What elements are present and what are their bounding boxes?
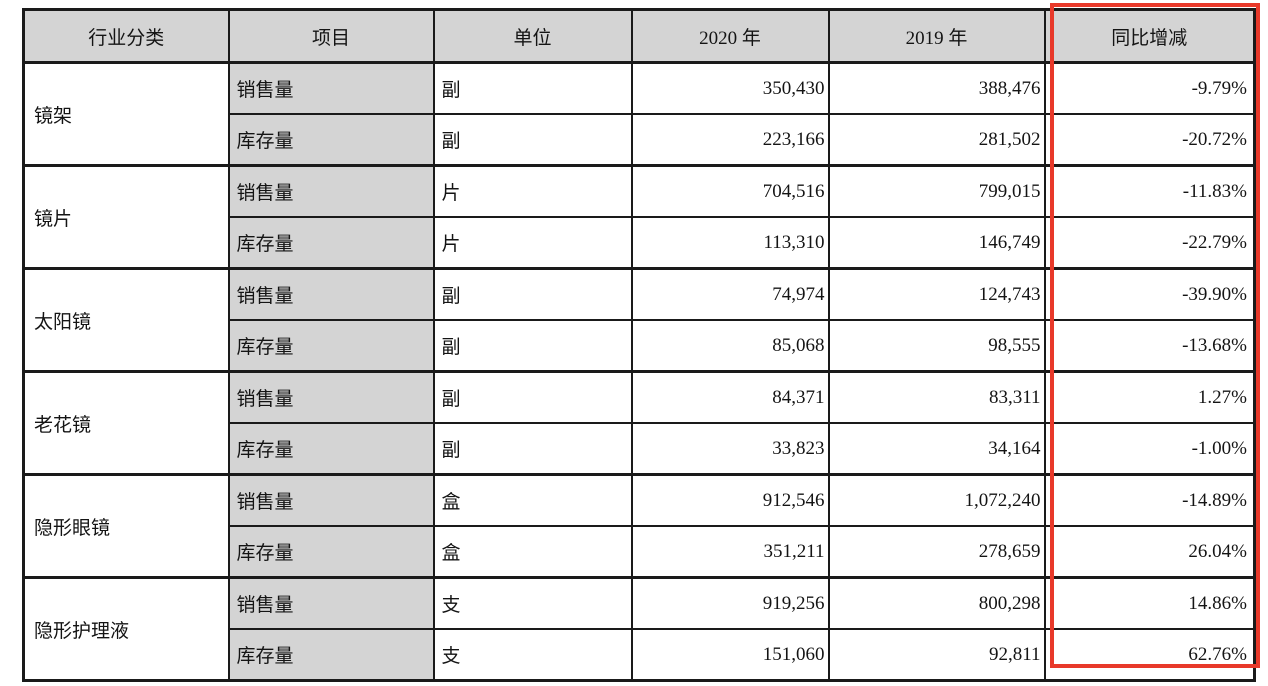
unit-cell: 副 xyxy=(432,422,633,476)
change-cell: -20.72% xyxy=(1043,113,1256,167)
category-cell: 老花镜 xyxy=(22,370,230,476)
header-cell-unit: 单位 xyxy=(432,8,633,64)
unit-cell: 支 xyxy=(432,628,633,682)
value-2020-cell: 704,516 xyxy=(630,164,830,218)
header-row: 行业分类 项目 单位 2020 年 2019 年 同比增减 xyxy=(22,8,1256,64)
header-cell-item: 项目 xyxy=(227,8,435,64)
item-cell: 销售量 xyxy=(227,164,435,218)
category-cell: 镜架 xyxy=(22,61,230,167)
value-2020-cell: 351,211 xyxy=(630,525,830,579)
change-cell: -14.89% xyxy=(1043,473,1256,527)
value-2019-cell: 799,015 xyxy=(827,164,1046,218)
value-2019-cell: 34,164 xyxy=(827,422,1046,476)
item-cell: 销售量 xyxy=(227,473,435,527)
value-2019-cell: 146,749 xyxy=(827,216,1046,270)
change-cell: -11.83% xyxy=(1043,164,1256,218)
table-row: 老花镜 销售量 副 84,371 83,311 1.27% xyxy=(22,370,1256,476)
value-2020-cell: 919,256 xyxy=(630,576,830,630)
change-cell: -9.79% xyxy=(1043,61,1256,115)
item-cell: 销售量 xyxy=(227,576,435,630)
category-cell: 隐形眼镜 xyxy=(22,473,230,579)
header-cell-2019: 2019 年 xyxy=(827,8,1046,64)
value-2020-cell: 113,310 xyxy=(630,216,830,270)
unit-cell: 副 xyxy=(432,267,633,321)
unit-cell: 副 xyxy=(432,61,633,115)
item-cell: 库存量 xyxy=(227,216,435,270)
item-cell: 库存量 xyxy=(227,628,435,682)
item-cell: 库存量 xyxy=(227,525,435,579)
table-row: 镜架 销售量 副 350,430 388,476 -9.79% xyxy=(22,61,1256,167)
change-cell: 26.04% xyxy=(1043,525,1256,579)
item-cell: 销售量 xyxy=(227,61,435,115)
table-row: 库存量 副 85,068 98,555 -13.68% xyxy=(24,319,1256,373)
header-cell-industry: 行业分类 xyxy=(22,8,230,64)
table-row: 库存量 副 33,823 34,164 -1.00% xyxy=(24,422,1256,476)
change-cell: -22.79% xyxy=(1043,216,1256,270)
category-cell: 太阳镜 xyxy=(22,267,230,373)
value-2019-cell: 281,502 xyxy=(827,113,1046,167)
item-cell: 库存量 xyxy=(227,422,435,476)
unit-cell: 支 xyxy=(432,576,633,630)
value-2019-cell: 92,811 xyxy=(827,628,1046,682)
value-2020-cell: 74,974 xyxy=(630,267,830,321)
value-2020-cell: 33,823 xyxy=(630,422,830,476)
change-cell: 14.86% xyxy=(1043,576,1256,630)
table-row: 镜片 销售量 片 704,516 799,015 -11.83% xyxy=(22,164,1256,270)
value-2019-cell: 83,311 xyxy=(827,370,1046,424)
unit-cell: 副 xyxy=(432,319,633,373)
unit-cell: 副 xyxy=(432,113,633,167)
item-cell: 库存量 xyxy=(227,319,435,373)
header-cell-yoy-change: 同比增减 xyxy=(1043,8,1256,64)
change-cell: 1.27% xyxy=(1043,370,1256,424)
value-2019-cell: 1,072,240 xyxy=(827,473,1046,527)
change-cell: -1.00% xyxy=(1043,422,1256,476)
value-2019-cell: 98,555 xyxy=(827,319,1046,373)
unit-cell: 盒 xyxy=(432,525,633,579)
unit-cell: 片 xyxy=(432,216,633,270)
value-2020-cell: 350,430 xyxy=(630,61,830,115)
value-2020-cell: 85,068 xyxy=(630,319,830,373)
table-row: 库存量 副 223,166 281,502 -20.72% xyxy=(24,113,1256,167)
table-row: 库存量 片 113,310 146,749 -22.79% xyxy=(24,216,1256,270)
value-2019-cell: 124,743 xyxy=(827,267,1046,321)
change-cell: 62.76% xyxy=(1043,628,1256,682)
value-2020-cell: 912,546 xyxy=(630,473,830,527)
item-cell: 库存量 xyxy=(227,113,435,167)
value-2019-cell: 278,659 xyxy=(827,525,1046,579)
item-cell: 销售量 xyxy=(227,267,435,321)
table-row: 隐形护理液 销售量 支 919,256 800,298 14.86% xyxy=(22,576,1256,682)
unit-cell: 副 xyxy=(432,370,633,424)
change-cell: -39.90% xyxy=(1043,267,1256,321)
item-cell: 销售量 xyxy=(227,370,435,424)
header-cell-2020: 2020 年 xyxy=(630,8,830,64)
value-2019-cell: 388,476 xyxy=(827,61,1046,115)
category-cell: 镜片 xyxy=(22,164,230,270)
table-row: 库存量 支 151,060 92,811 62.76% xyxy=(24,628,1256,682)
table-row: 隐形眼镜 销售量 盒 912,546 1,072,240 -14.89% xyxy=(22,473,1256,579)
table-row: 库存量 盒 351,211 278,659 26.04% xyxy=(24,525,1256,579)
production-sales-table: 行业分类 项目 单位 2020 年 2019 年 同比增减 镜架 销售量 副 3… xyxy=(22,8,1256,682)
value-2020-cell: 84,371 xyxy=(630,370,830,424)
value-2019-cell: 800,298 xyxy=(827,576,1046,630)
value-2020-cell: 151,060 xyxy=(630,628,830,682)
change-cell: -13.68% xyxy=(1043,319,1256,373)
table-row: 太阳镜 销售量 副 74,974 124,743 -39.90% xyxy=(22,267,1256,373)
unit-cell: 片 xyxy=(432,164,633,218)
category-cell: 隐形护理液 xyxy=(22,576,230,682)
unit-cell: 盒 xyxy=(432,473,633,527)
value-2020-cell: 223,166 xyxy=(630,113,830,167)
